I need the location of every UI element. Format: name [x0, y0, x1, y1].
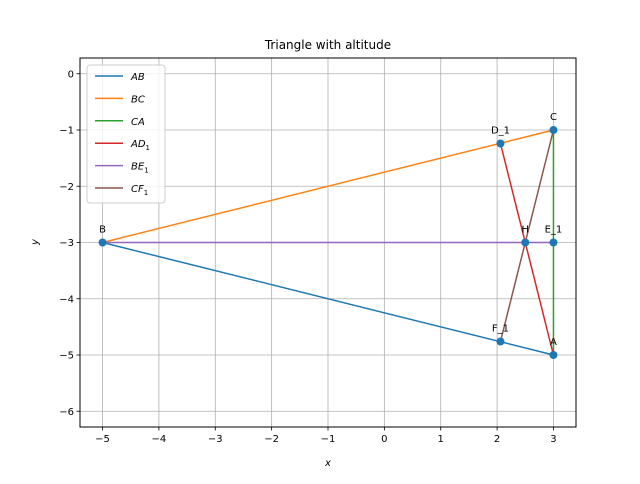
point-markers [98, 126, 558, 359]
point-marker [496, 139, 505, 148]
x-tick-label: 1 [438, 434, 444, 445]
point-marker [521, 238, 530, 247]
point-label: D_1 [491, 126, 510, 137]
axis-ticks: −5 −4 −3 −2 −1 0 1 2 3 0 −1 −2 −3 −4 −5 −6 [59, 69, 556, 445]
legend-label: CA [131, 117, 145, 128]
point-marker [549, 126, 558, 134]
x-tick-label: −3 [208, 434, 223, 445]
x-tick-label: 0 [381, 434, 387, 445]
chart-title: Triangle with altitude [264, 38, 391, 52]
x-tick-label: 3 [550, 434, 556, 445]
point-marker [98, 238, 107, 247]
x-axis-label: x [324, 458, 331, 469]
point-label: E_1 [545, 225, 563, 236]
point-labels: A B C D_1 E_1 F_1 H [99, 112, 562, 348]
y-tick-label: −3 [59, 238, 74, 249]
y-tick-label: −6 [59, 407, 74, 418]
y-tick-label: −1 [59, 126, 74, 137]
legend-label: AB [130, 72, 145, 83]
point-marker [496, 337, 505, 346]
legend-label: AD1 [130, 139, 150, 152]
point-marker [549, 351, 558, 359]
series-line-cf1 [499, 129, 555, 342]
y-tick-label: −5 [59, 351, 74, 362]
point-label: H [522, 225, 530, 236]
series-line-bc [102, 129, 554, 244]
series-line-ad1 [499, 143, 555, 356]
y-axis-label: y [30, 238, 41, 246]
point-marker [549, 238, 558, 247]
y-tick-label: 0 [68, 69, 74, 80]
x-tick-label: −5 [95, 434, 110, 445]
point-label: F_1 [492, 324, 509, 335]
x-tick-label: −1 [321, 434, 336, 445]
y-tick-label: −2 [59, 182, 74, 193]
legend-label: BC [131, 94, 145, 105]
point-label: C [550, 112, 557, 123]
x-tick-label: 2 [494, 434, 500, 445]
legend-box [86, 64, 166, 204]
point-label: A [550, 337, 557, 348]
y-tick-label: −4 [59, 294, 74, 305]
x-tick-label: −2 [264, 434, 279, 445]
x-tick-label: −4 [152, 434, 167, 445]
series-line-ab [102, 241, 554, 356]
point-label: B [99, 225, 106, 236]
